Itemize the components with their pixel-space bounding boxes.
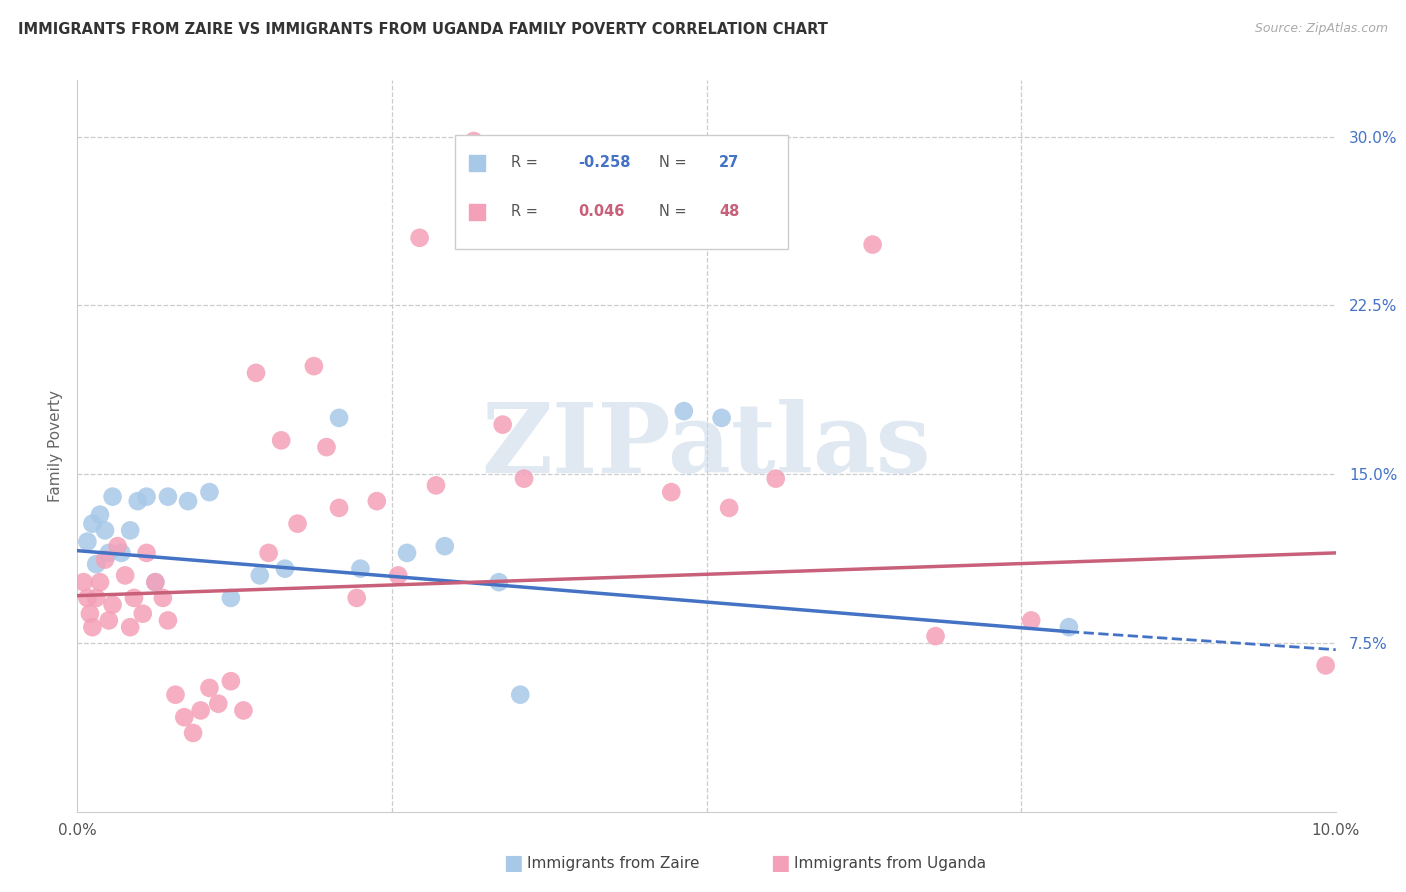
Point [76, 591, 98, 605]
Point [198, 681, 221, 695]
Point [84, 591, 107, 605]
Point [287, 516, 309, 531]
Point [135, 546, 157, 560]
Point [82, 516, 104, 531]
Point [328, 410, 350, 425]
Point [718, 500, 741, 515]
Point [249, 568, 271, 582]
Point [710, 410, 733, 425]
Point [165, 688, 187, 702]
Point [79, 607, 101, 621]
Point [492, 417, 515, 432]
Text: ■: ■ [503, 854, 523, 873]
Point [408, 231, 430, 245]
Point [862, 237, 884, 252]
Point [101, 490, 124, 504]
Point [114, 568, 136, 582]
Point [245, 366, 267, 380]
Point [274, 562, 297, 576]
Point [513, 472, 536, 486]
Point [672, 404, 695, 418]
Point [232, 703, 254, 717]
Text: ■: ■ [770, 854, 790, 873]
Text: Source: ZipAtlas.com: Source: ZipAtlas.com [1254, 22, 1388, 36]
Point [122, 591, 145, 605]
Point [89, 508, 111, 522]
Point [135, 490, 157, 504]
Point [219, 591, 242, 605]
Point [143, 575, 166, 590]
Text: 27: 27 [718, 155, 740, 170]
Text: ZIPatlas: ZIPatlas [482, 399, 931, 493]
Point [84, 557, 107, 571]
Point [156, 490, 179, 504]
Text: IMMIGRANTS FROM ZAIRE VS IMMIGRANTS FROM UGANDA FAMILY POVERTY CORRELATION CHART: IMMIGRANTS FROM ZAIRE VS IMMIGRANTS FROM… [18, 22, 828, 37]
FancyBboxPatch shape [456, 136, 789, 249]
Point [89, 575, 111, 590]
Point [97, 614, 120, 628]
Text: Immigrants from Zaire: Immigrants from Zaire [527, 856, 700, 871]
Text: -0.258: -0.258 [578, 155, 631, 170]
Point [82, 620, 104, 634]
Point [463, 134, 485, 148]
Point [328, 500, 350, 515]
Text: 48: 48 [718, 204, 740, 219]
Point [207, 697, 229, 711]
Point [94, 552, 117, 566]
Point [395, 546, 418, 560]
Point [156, 614, 179, 628]
Point [132, 607, 155, 621]
Text: 0.046: 0.046 [578, 204, 624, 219]
Point [1019, 614, 1042, 628]
Point [366, 494, 388, 508]
Point [143, 575, 166, 590]
Point [765, 472, 787, 486]
Point [110, 546, 132, 560]
Point [190, 703, 212, 717]
Point [72, 575, 94, 590]
Point [315, 440, 337, 454]
Point [659, 485, 682, 500]
Point [120, 620, 142, 634]
Point [97, 546, 120, 560]
Point [488, 575, 510, 590]
Text: R =: R = [512, 155, 543, 170]
Point [387, 568, 409, 582]
Point [101, 598, 124, 612]
Text: N =: N = [658, 155, 690, 170]
Point [76, 534, 98, 549]
Point [127, 494, 149, 508]
Text: N =: N = [658, 204, 690, 219]
Point [94, 524, 117, 538]
Text: Immigrants from Uganda: Immigrants from Uganda [794, 856, 987, 871]
Point [120, 524, 142, 538]
Point [346, 591, 368, 605]
Point [1057, 620, 1080, 634]
Point [173, 710, 195, 724]
Point [1315, 658, 1337, 673]
Point [198, 485, 221, 500]
Point [509, 688, 531, 702]
Point [152, 591, 174, 605]
Point [107, 539, 129, 553]
Y-axis label: Family Poverty: Family Poverty [48, 390, 63, 502]
Point [177, 494, 200, 508]
Point [257, 546, 280, 560]
Point [924, 629, 946, 643]
Point [433, 539, 456, 553]
Point [302, 359, 325, 373]
Point [270, 434, 292, 448]
Point [219, 674, 242, 689]
Point [349, 562, 371, 576]
Text: R =: R = [512, 204, 543, 219]
Point [425, 478, 447, 492]
Point [181, 726, 204, 740]
